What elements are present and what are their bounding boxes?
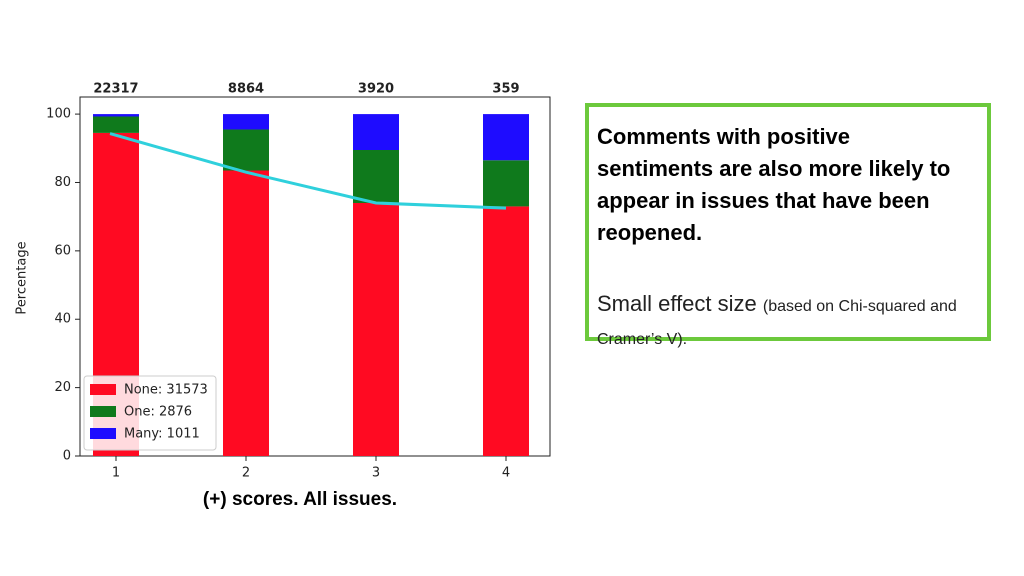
legend-label: One: 2876: [124, 405, 192, 420]
x-tick-label: 2: [242, 466, 250, 481]
bar-segment: [223, 129, 269, 171]
y-tick-label: 0: [63, 449, 71, 464]
total-label: 22317: [93, 82, 138, 97]
x-tick-label: 1: [112, 466, 120, 481]
caption: (+) scores. All issues.: [203, 489, 397, 510]
bar-segment: [93, 116, 139, 133]
note: (based on Chi-squared and Cramer’s V).: [597, 298, 957, 348]
bar-segment: [223, 114, 269, 130]
legend-label: None: 31573: [124, 383, 208, 398]
legend-swatch: [90, 406, 116, 417]
bar-segment: [93, 114, 139, 117]
y-tick-label: 80: [54, 175, 71, 190]
y-tick-label: 40: [54, 312, 71, 327]
trend-line: [109, 132, 507, 210]
x-tick-label: 4: [502, 466, 510, 481]
body-text: Small effect size: [597, 291, 757, 316]
legend-label: Many: 1011: [124, 427, 200, 442]
legend-swatch: [90, 384, 116, 395]
heading: Comments with positive sentiments are al…: [597, 124, 951, 245]
legend-frame: [83, 375, 217, 451]
x-tick-label: 3: [372, 466, 380, 481]
legend-swatch: [90, 428, 116, 439]
total-label: 3920: [358, 82, 394, 97]
bar-segment: [483, 114, 529, 161]
plot-frame: [79, 96, 551, 457]
bar-segment: [353, 149, 399, 203]
y-axis-label: Percentage: [15, 241, 30, 314]
y-tick-label: 60: [54, 243, 71, 258]
total-label: 8864: [228, 82, 264, 97]
bar-segment: [483, 160, 529, 207]
total-label: 359: [492, 82, 519, 97]
y-tick-label: 20: [54, 380, 71, 395]
body: Small effect size (based on Chi-squared …: [597, 289, 969, 355]
bar-segment: [353, 202, 399, 456]
text-box: Comments with positive sentiments are al…: [585, 103, 991, 348]
bar-segment: [223, 170, 269, 456]
bar-segment: [353, 114, 399, 150]
y-tick-label: 100: [46, 107, 71, 122]
bar-segment: [483, 206, 529, 456]
